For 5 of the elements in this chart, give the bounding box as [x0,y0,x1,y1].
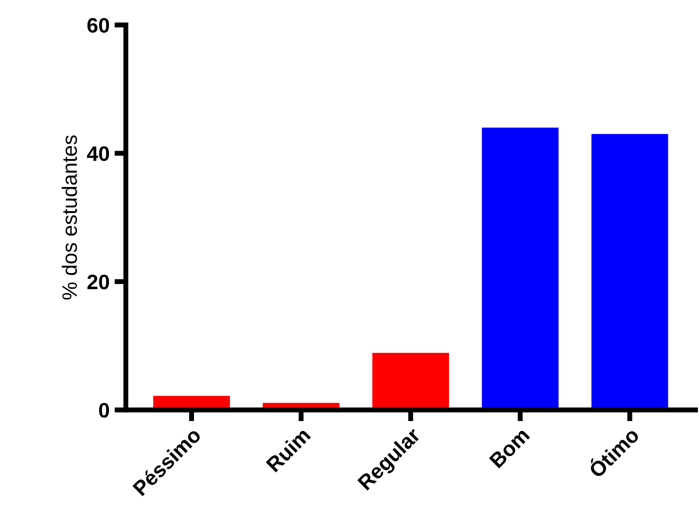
y-axis-title: % dos estudantes [62,135,78,300]
y-tick-label: 0 [99,402,109,418]
y-tick-label: 60 [87,18,109,33]
y-tick-label: 20 [87,274,109,290]
y-tick-label: 40 [86,146,109,162]
